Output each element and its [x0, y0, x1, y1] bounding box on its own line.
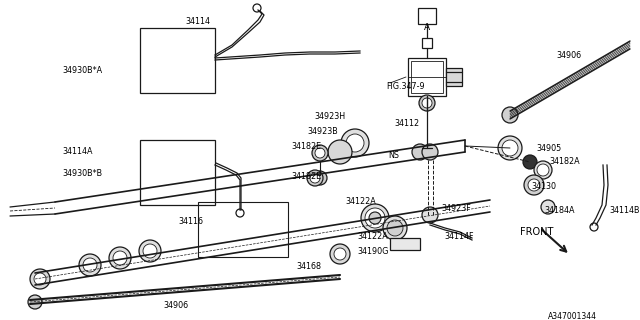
Bar	[198, 202, 288, 257]
Text: 34906: 34906	[163, 301, 188, 310]
Text: 34923F: 34923F	[441, 204, 471, 213]
Circle shape	[139, 240, 161, 262]
Circle shape	[422, 207, 438, 223]
Circle shape	[312, 145, 328, 161]
Circle shape	[524, 175, 544, 195]
Text: 34114A: 34114A	[62, 147, 93, 156]
Text: 34114: 34114	[185, 17, 210, 26]
Bar	[408, 58, 446, 96]
Circle shape	[28, 295, 42, 309]
Text: 34930B*B: 34930B*B	[62, 169, 102, 178]
Bar	[140, 28, 215, 93]
Circle shape	[109, 247, 131, 269]
Text: A347001344: A347001344	[548, 312, 597, 320]
Text: 34112: 34112	[394, 119, 419, 128]
Circle shape	[387, 220, 403, 236]
Text: 34182E: 34182E	[291, 172, 321, 181]
Text: 34114B: 34114B	[609, 206, 639, 215]
Circle shape	[422, 144, 438, 160]
Circle shape	[412, 144, 428, 160]
Circle shape	[422, 98, 432, 108]
Circle shape	[498, 136, 522, 160]
Circle shape	[502, 140, 518, 156]
Circle shape	[328, 140, 352, 164]
Circle shape	[419, 95, 435, 111]
Text: 34190G: 34190G	[357, 247, 388, 256]
Circle shape	[253, 4, 261, 12]
Circle shape	[369, 212, 381, 224]
Circle shape	[236, 209, 244, 217]
Text: NS: NS	[388, 151, 399, 160]
Text: 34130: 34130	[531, 182, 556, 191]
Circle shape	[523, 155, 537, 169]
Circle shape	[541, 200, 555, 214]
Bar	[411, 61, 443, 93]
Text: 34182E: 34182E	[291, 142, 321, 151]
Circle shape	[307, 170, 323, 186]
Text: 34122A: 34122A	[345, 197, 376, 206]
Circle shape	[502, 107, 518, 123]
Text: 34930B*A: 34930B*A	[62, 66, 102, 75]
Circle shape	[143, 244, 157, 258]
Circle shape	[534, 161, 552, 179]
Text: 34122A: 34122A	[357, 232, 388, 241]
Circle shape	[310, 173, 320, 183]
Circle shape	[590, 223, 598, 231]
Text: 34116: 34116	[178, 217, 203, 226]
Text: 34905: 34905	[536, 144, 561, 153]
Text: A: A	[424, 23, 430, 32]
Circle shape	[361, 204, 389, 232]
Bar	[418, 8, 436, 24]
Bar	[422, 38, 432, 48]
Circle shape	[113, 251, 127, 265]
Circle shape	[528, 179, 540, 191]
Text: 34184A: 34184A	[544, 206, 575, 215]
Circle shape	[334, 248, 346, 260]
Bar	[446, 68, 462, 86]
Bar	[390, 238, 420, 250]
Text: 34182A: 34182A	[549, 157, 580, 166]
Circle shape	[383, 216, 407, 240]
Circle shape	[537, 164, 549, 176]
Text: 34923H: 34923H	[314, 112, 345, 121]
Text: 34168: 34168	[296, 262, 321, 271]
Circle shape	[341, 129, 369, 157]
Circle shape	[365, 208, 385, 228]
Circle shape	[30, 269, 50, 289]
Circle shape	[315, 148, 325, 158]
Text: 34906: 34906	[556, 51, 581, 60]
Circle shape	[313, 171, 327, 185]
Circle shape	[79, 254, 101, 276]
Text: 34114F: 34114F	[444, 232, 474, 241]
Circle shape	[34, 273, 46, 285]
Text: 34923B: 34923B	[307, 127, 338, 136]
Text: FRONT: FRONT	[520, 227, 554, 237]
Circle shape	[330, 244, 350, 264]
Bar	[140, 140, 215, 205]
Text: FIG.347-9: FIG.347-9	[386, 82, 424, 91]
Circle shape	[346, 134, 364, 152]
Circle shape	[83, 258, 97, 272]
